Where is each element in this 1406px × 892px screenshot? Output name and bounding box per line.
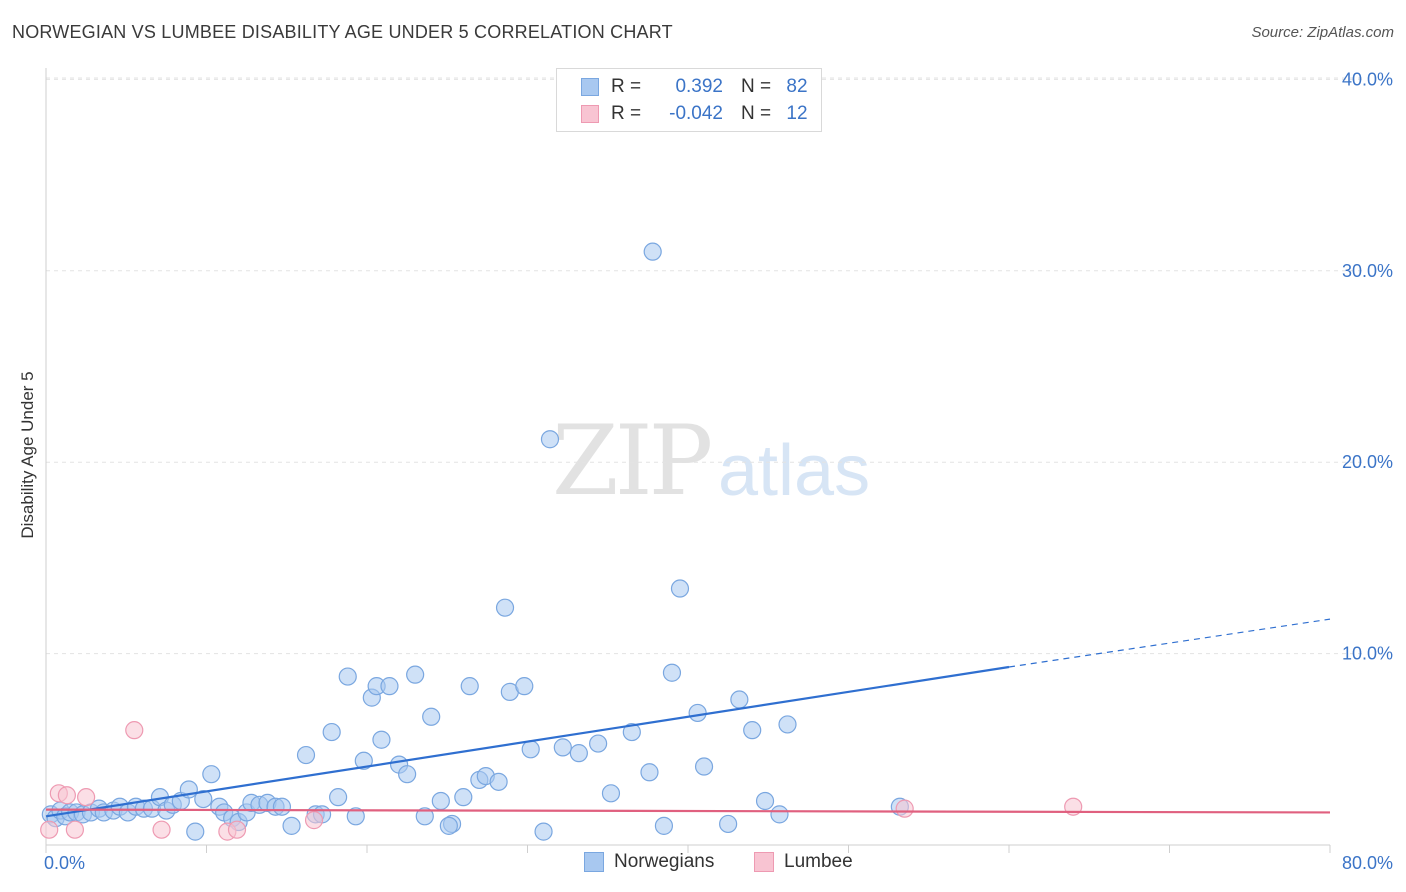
y-tick-label: 10.0% [1342, 644, 1393, 664]
point-norwegians [460, 677, 479, 696]
point-lumbee [895, 799, 914, 818]
point-norwegians [778, 715, 797, 734]
watermark-zip: ZIP [552, 405, 713, 517]
y-tick-label: 30.0% [1342, 261, 1393, 281]
point-norwegians [540, 430, 560, 449]
bottom-swatch-norwegians [584, 852, 604, 872]
bottom-legend-label: Norwegians [614, 851, 715, 872]
point-norwegians [743, 721, 762, 740]
point-norwegians [194, 789, 213, 809]
legend-n-value: 82 [786, 76, 808, 97]
point-norwegians [640, 763, 659, 782]
point-lumbee [40, 820, 59, 839]
point-norwegians [296, 745, 316, 765]
point-norwegians [415, 807, 434, 826]
trend-line-norwegians-extension [1008, 618, 1331, 668]
point-norwegians [601, 784, 621, 803]
point-norwegians [380, 677, 399, 696]
point-lumbee [152, 820, 171, 839]
point-norwegians [329, 788, 348, 807]
point-norwegians [755, 791, 775, 811]
trend-line-lumbee [45, 808, 1331, 814]
y-tick-label: 40.0% [1342, 69, 1393, 89]
point-norwegians [439, 816, 458, 835]
point-norwegians [688, 703, 707, 723]
legend-n-label: N = [741, 76, 772, 97]
bottom-legend-label: Lumbee [784, 851, 853, 872]
point-norwegians [372, 730, 391, 749]
bottom-legend-norwegians: Norwegians [584, 851, 714, 873]
point-norwegians [694, 757, 714, 776]
point-norwegians [589, 734, 608, 753]
point-norwegians [489, 772, 508, 791]
point-lumbee [77, 788, 96, 807]
point-norwegians [654, 816, 674, 835]
point-norwegians [515, 677, 534, 696]
watermark-atlas: atlas [718, 431, 871, 511]
point-lumbee [227, 820, 247, 839]
point-norwegians [534, 822, 553, 841]
point-norwegians [495, 598, 515, 617]
point-lumbee [57, 786, 76, 805]
point-norwegians [272, 797, 292, 816]
x-tick-label: 80.0% [1342, 853, 1393, 873]
point-norwegians [719, 814, 738, 834]
point-norwegians [770, 805, 789, 824]
point-norwegians [553, 738, 572, 757]
point-norwegians [322, 722, 341, 742]
point-norwegians [422, 707, 441, 726]
point-norwegians [622, 722, 641, 742]
point-norwegians [521, 740, 540, 759]
point-lumbee [304, 811, 324, 830]
point-norwegians [202, 765, 221, 784]
source-label: Source: ZipAtlas.com [1251, 24, 1394, 41]
point-norwegians [670, 579, 690, 598]
point-norwegians [186, 822, 205, 841]
y-tick-label: 20.0% [1342, 452, 1393, 472]
point-norwegians [346, 807, 365, 826]
legend-r-value: 0.392 [675, 76, 723, 97]
legend-row-lumbee: R = -0.042 N = 12 [581, 102, 817, 126]
point-norwegians [454, 788, 473, 807]
point-norwegians [406, 665, 425, 684]
legend-r-value: -0.042 [669, 103, 723, 124]
legend-r-label: R = [611, 103, 642, 124]
legend-swatch-norwegians [581, 78, 599, 96]
chart-title: NORWEGIAN VS LUMBEE DISABILITY AGE UNDER… [12, 22, 673, 42]
point-norwegians [354, 751, 373, 770]
point-norwegians [398, 765, 417, 784]
point-norwegians [338, 667, 357, 686]
legend-r-label: R = [611, 76, 642, 97]
bottom-swatch-lumbee [754, 852, 774, 872]
point-norwegians [569, 744, 588, 763]
point-lumbee [65, 820, 84, 839]
x-tick-label: 0.0% [44, 853, 85, 873]
legend-n-value: 12 [786, 103, 808, 124]
point-norwegians [730, 690, 749, 709]
correlation-legend: R = 0.392 N = 82 R = -0.042 N = 12 [556, 68, 822, 132]
legend-row-norwegians: R = 0.392 N = 82 [581, 75, 817, 99]
point-norwegians [282, 816, 301, 835]
point-norwegians [431, 791, 450, 811]
trend-line-norwegians [45, 665, 1010, 818]
legend-n-label: N = [741, 103, 772, 124]
point-lumbee [125, 721, 144, 740]
point-norwegians [643, 242, 662, 261]
legend-swatch-lumbee [581, 105, 599, 123]
point-norwegians [662, 663, 682, 682]
bottom-legend-lumbee: Lumbee [754, 851, 853, 873]
